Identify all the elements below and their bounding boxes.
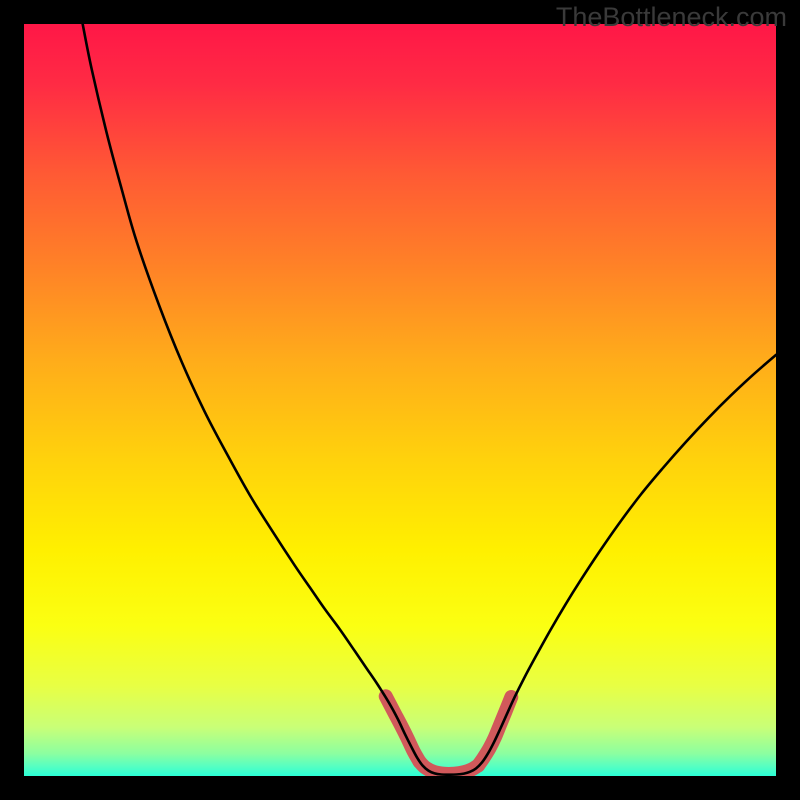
chart-frame: TheBottleneck.com [0,0,800,800]
gradient-background [24,24,776,776]
watermark-text: TheBottleneck.com [556,2,787,33]
plot-area [24,24,776,776]
